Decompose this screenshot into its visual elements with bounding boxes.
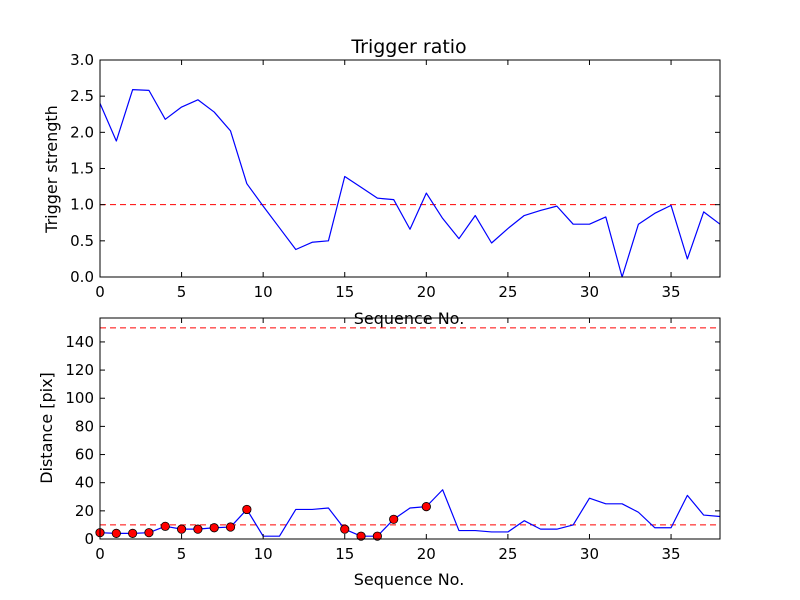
y-tick-label: 40 [75, 474, 94, 492]
x-tick-label: 35 [662, 283, 681, 301]
x-tick-label: 0 [95, 545, 105, 563]
trigger-ratio-plot: Trigger ratio Sequence No. Trigger stren… [42, 36, 721, 328]
x-tick-label: 0 [95, 283, 105, 301]
y-tick-label: 100 [65, 389, 94, 407]
y-tick-label: 120 [65, 361, 94, 379]
data-point-marker [225, 522, 236, 532]
y-tick-label: 2.0 [70, 123, 94, 141]
x-axis-label: Sequence No. [354, 570, 465, 589]
y-tick-label: 3.0 [70, 51, 94, 69]
data-point-marker [111, 528, 121, 538]
x-tick-label: 25 [498, 283, 517, 301]
x-tick-label: 15 [335, 283, 354, 301]
x-tick-label: 20 [417, 545, 436, 563]
x-tick-label: 20 [417, 283, 436, 301]
series-line [99, 489, 721, 537]
y-axis-label: Distance [pix] [37, 372, 56, 484]
data-point-marker [160, 521, 170, 531]
data-point-marker [242, 504, 252, 515]
y-tick-label: 0.5 [70, 232, 94, 250]
data-point-marker [340, 524, 350, 534]
y-tick-label: 80 [75, 417, 94, 435]
data-point-marker [421, 502, 431, 512]
y-tick-label: 2.5 [70, 87, 94, 105]
y-tick-label: 1.5 [70, 160, 94, 178]
series-line [99, 89, 721, 278]
x-tick-label: 5 [177, 283, 187, 301]
x-tick-label: 5 [177, 545, 187, 563]
data-point-marker [144, 528, 154, 538]
x-tick-label: 35 [662, 545, 681, 563]
y-tick-label: 0 [84, 530, 94, 548]
y-tick-label: 140 [65, 333, 94, 351]
x-tick-label: 10 [254, 283, 273, 301]
y-tick-label: 1.0 [70, 196, 94, 214]
x-tick-label: 15 [335, 545, 354, 563]
axes-frame [99, 317, 721, 540]
data-point-marker [356, 531, 366, 541]
y-tick-label: 0.0 [70, 268, 94, 286]
x-tick-label: 30 [580, 545, 599, 563]
x-tick-label: 10 [254, 545, 273, 563]
data-point-marker [176, 524, 187, 534]
y-axis-label: Trigger strength [42, 105, 61, 234]
distance-plot: Sequence No. Distance [pix] 0 5 10 15 20 25 30… [37, 317, 721, 589]
data-point-marker [372, 531, 382, 541]
x-tick-label: 30 [580, 283, 599, 301]
x-tick-label: 25 [498, 545, 517, 563]
plot-title: Trigger ratio [350, 36, 466, 58]
y-tick-label: 60 [75, 446, 94, 464]
data-point-marker [389, 514, 399, 524]
y-tick-label: 20 [75, 502, 94, 520]
data-point-marker [193, 524, 203, 534]
data-point-marker [128, 528, 138, 538]
data-point-marker [209, 523, 219, 533]
